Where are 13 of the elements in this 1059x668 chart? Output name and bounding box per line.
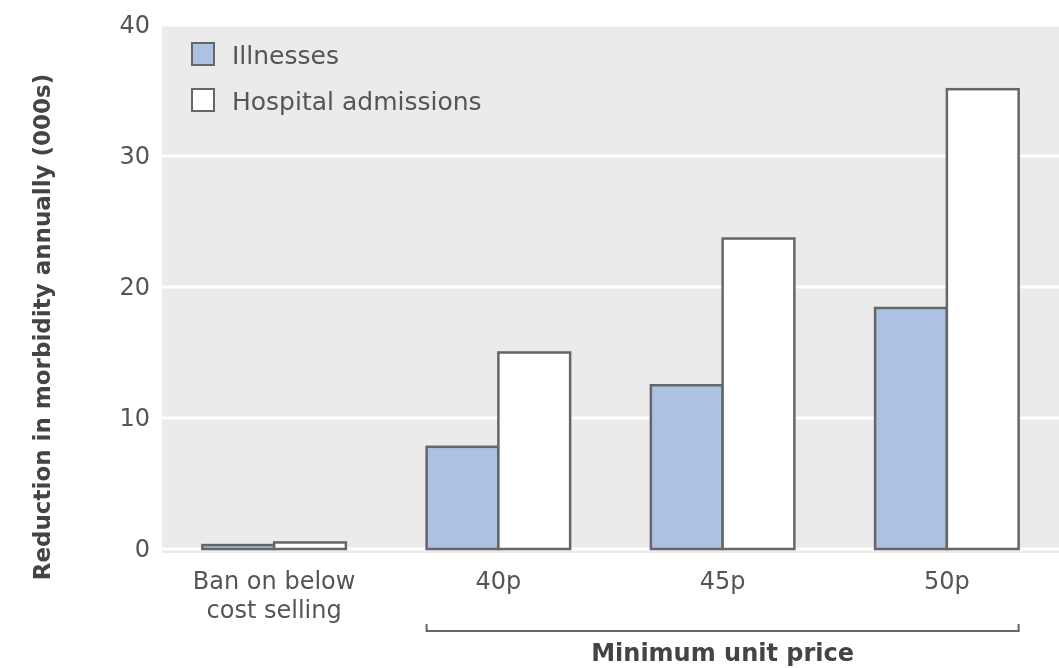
- x-tick-label: 45p: [699, 567, 746, 595]
- legend-label: Hospital admissions: [232, 86, 482, 116]
- y-tick-label: 30: [119, 142, 150, 171]
- x-tick-label: 40p: [475, 567, 522, 595]
- y-tick-label: 40: [119, 11, 150, 40]
- y-tick-label: 10: [119, 404, 150, 433]
- y-axis-title: Reduction in morbidity annually (000s): [29, 73, 55, 581]
- x-tick-label: 50p: [923, 567, 970, 595]
- legend-label: Illnesses: [232, 40, 339, 70]
- y-tick-label: 20: [119, 273, 150, 302]
- x-axis-title: Minimum unit price: [591, 639, 855, 667]
- x-tick-label: Ban on below cost selling: [192, 567, 356, 624]
- y-tick-label: 0: [134, 535, 150, 564]
